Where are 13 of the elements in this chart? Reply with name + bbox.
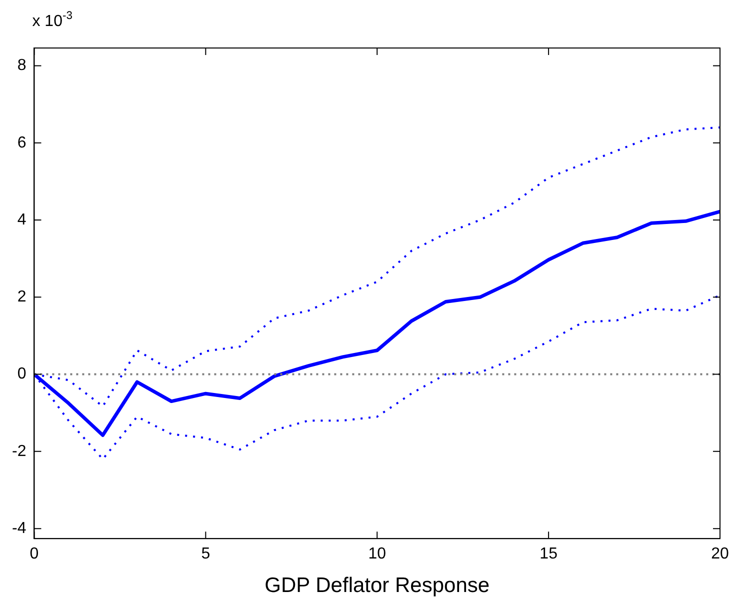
y-tick-label: 4 (17, 211, 26, 228)
y-tick-label: 6 (17, 134, 26, 152)
x-tick-label: 5 (201, 546, 210, 563)
y-tick-label: 8 (17, 57, 26, 74)
x-tick-label: 15 (540, 546, 558, 563)
y-tick-label: -4 (12, 520, 26, 537)
x-tick-label: 20 (711, 546, 729, 563)
x-tick-label: 0 (30, 546, 39, 563)
y-tick-label: 2 (17, 288, 26, 306)
x-axis-title: GDP Deflator Response (264, 574, 490, 598)
y-tick-label: 0 (17, 366, 26, 383)
x-tick-label: 10 (368, 546, 386, 563)
y-tick-label: -2 (12, 442, 26, 460)
